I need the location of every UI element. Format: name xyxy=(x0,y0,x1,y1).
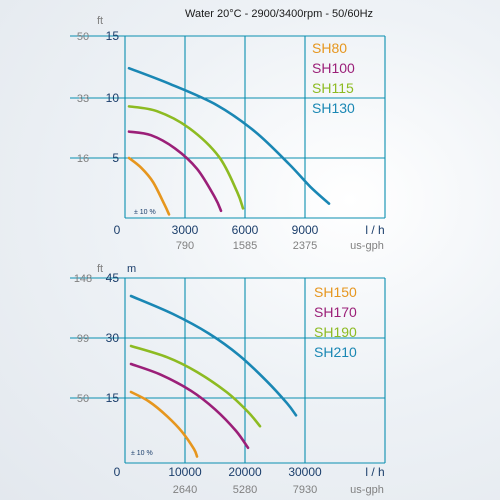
y-unit-label-ft: ft xyxy=(97,263,103,275)
y-unit-label-m: m xyxy=(127,263,136,275)
series-line-sh150 xyxy=(129,390,199,458)
y-tick-label-ft: 50 xyxy=(77,31,89,43)
y-tick-label-ft: 33 xyxy=(77,93,89,105)
x-unit-label: l / h xyxy=(365,465,384,479)
x-tick-label-gph: 2375 xyxy=(293,240,317,252)
series-line-sh100 xyxy=(127,130,223,213)
legend-item-sh100: SH100 xyxy=(312,60,355,76)
x-unit-label: l / h xyxy=(365,223,384,237)
x-origin-label: 0 xyxy=(114,465,121,479)
tolerance-note: ± 10 % xyxy=(131,450,153,457)
x-tick-label: 20000 xyxy=(228,465,262,479)
x-tick-label-gph: 790 xyxy=(176,240,194,252)
y-tick-label-ft: 99 xyxy=(77,333,89,345)
y-tick-label-ft: 148 xyxy=(74,273,92,285)
legend-item-sh80: SH80 xyxy=(312,40,347,56)
y-tick-label-ft: 50 xyxy=(77,393,89,405)
legend-item-sh115: SH115 xyxy=(312,80,354,96)
y-tick-label: 15 xyxy=(106,29,120,43)
series-line-sh80 xyxy=(127,156,171,216)
x-origin-label: 0 xyxy=(114,223,121,237)
series-line-sh115 xyxy=(127,105,245,210)
y-tick-label: 5 xyxy=(112,151,119,165)
series-line-sh170 xyxy=(129,362,250,450)
x-tick-label: 6000 xyxy=(232,223,259,237)
x-tick-label-gph: 7930 xyxy=(293,484,317,496)
y-tick-label-ft: 16 xyxy=(77,153,89,165)
series-line-sh210 xyxy=(129,294,298,417)
y-tick-label: 45 xyxy=(106,271,120,285)
x-secondary-unit-label: us-gph xyxy=(350,484,384,496)
x-tick-label: 9000 xyxy=(292,223,319,237)
legend-item-sh210: SH210 xyxy=(314,344,357,360)
x-tick-label-gph: 5280 xyxy=(233,484,257,496)
x-secondary-unit-label: us-gph xyxy=(350,240,384,252)
series-line-sh130 xyxy=(127,66,331,205)
legend-item-sh130: SH130 xyxy=(312,100,355,116)
legend-item-sh170: SH170 xyxy=(314,304,357,320)
x-tick-label: 30000 xyxy=(288,465,322,479)
x-tick-label-gph: 1585 xyxy=(233,240,257,252)
y-tick-label: 15 xyxy=(106,391,120,405)
x-tick-label: 10000 xyxy=(168,465,202,479)
y-tick-label: 10 xyxy=(106,91,120,105)
series-line-sh190 xyxy=(129,344,262,428)
y-tick-label: 30 xyxy=(106,331,120,345)
x-tick-label-gph: 2640 xyxy=(173,484,197,496)
chart-header-title: Water 20°C - 2900/3400rpm - 50/60Hz xyxy=(185,8,374,20)
legend-item-sh150: SH150 xyxy=(314,284,357,300)
legend-item-sh190: SH190 xyxy=(314,324,357,340)
y-unit-label-ft: ft xyxy=(97,15,103,27)
x-tick-label: 3000 xyxy=(172,223,199,237)
tolerance-note: ± 10 % xyxy=(134,209,156,216)
